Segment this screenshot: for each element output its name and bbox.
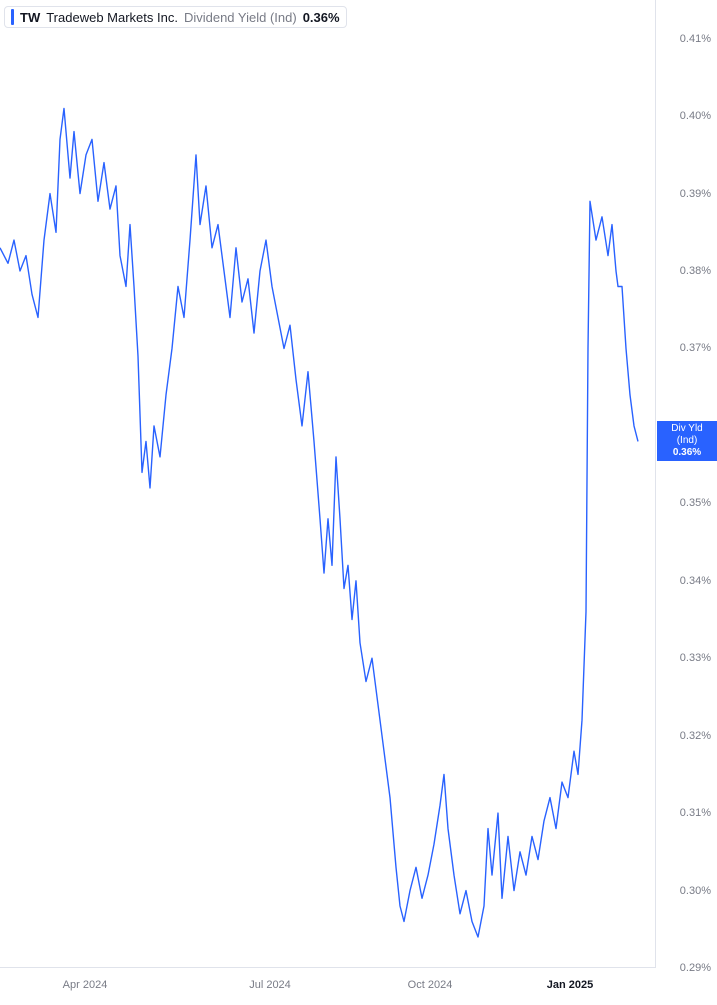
y-tick-label: 0.30% [680, 885, 711, 897]
metric-value: 0.36% [303, 10, 340, 25]
y-tick-label: 0.40% [680, 110, 711, 122]
x-tick-label: Apr 2024 [63, 979, 108, 991]
y-tick-label: 0.32% [680, 730, 711, 742]
last-value-tag: Div Yld (Ind) 0.36% [657, 421, 717, 461]
x-tick-label: Jul 2024 [249, 979, 291, 991]
price-tag-label: Div Yld (Ind) [661, 423, 713, 447]
y-tick-label: 0.35% [680, 497, 711, 509]
company-name: Tradeweb Markets Inc. [46, 10, 178, 25]
y-tick-label: 0.33% [680, 652, 711, 664]
chart-header: TW Tradeweb Markets Inc. Dividend Yield … [4, 6, 347, 28]
metric-name: Dividend Yield (Ind) [184, 10, 297, 25]
y-tick-label: 0.41% [680, 33, 711, 45]
y-axis: 0.41% 0.40% 0.39% 0.38% 0.37% 0.36% 0.35% 0.34%… [657, 0, 717, 968]
ticker-accent-bar [11, 9, 14, 25]
ticker-symbol: TW [20, 10, 40, 25]
line-series [0, 0, 656, 968]
x-axis: Apr 2024 Jul 2024 Oct 2024 Jan 2025 [0, 969, 656, 1005]
chart-plot-area[interactable] [0, 0, 656, 968]
y-tick-label: 0.31% [680, 807, 711, 819]
y-tick-label: 0.38% [680, 265, 711, 277]
price-tag-value: 0.36% [661, 447, 713, 459]
y-tick-label: 0.37% [680, 342, 711, 354]
x-tick-label: Jan 2025 [547, 979, 593, 991]
y-tick-label: 0.39% [680, 188, 711, 200]
x-tick-label: Oct 2024 [408, 979, 453, 991]
y-tick-label: 0.29% [680, 962, 711, 974]
y-tick-label: 0.34% [680, 575, 711, 587]
